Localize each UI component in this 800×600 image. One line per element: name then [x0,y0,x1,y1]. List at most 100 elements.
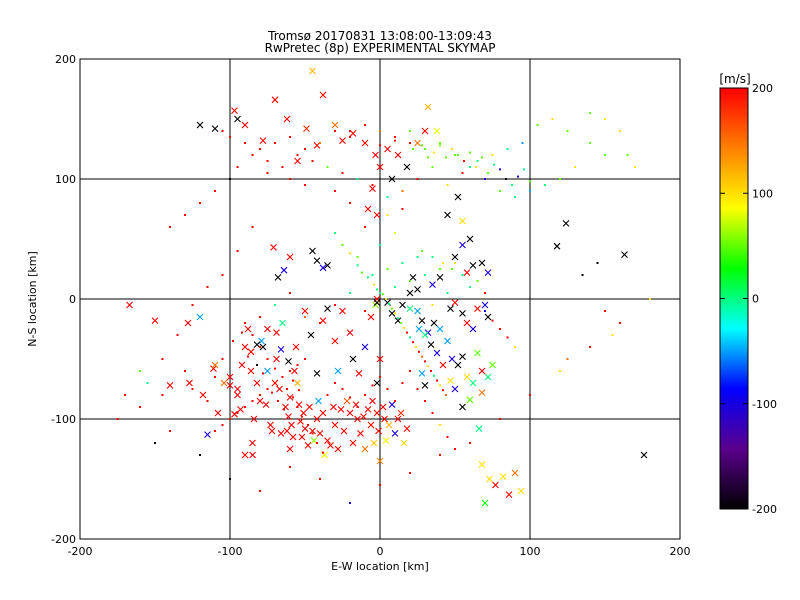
data-point-x [394,415,402,423]
data-point-dot [379,484,381,486]
data-point-x [385,421,393,429]
data-point-dot [457,154,459,156]
data-point-dot [491,319,494,322]
data-point-x [492,481,499,489]
data-point-dot [439,144,441,147]
data-point-x [324,305,331,312]
data-point-dot [259,316,261,318]
data-point-dot [412,341,414,344]
data-point-dot [364,142,366,144]
data-point-x [489,361,496,369]
data-point-dot [406,331,408,334]
data-point-x [373,299,381,306]
data-point-dot [493,163,495,166]
data-point-dot [349,252,351,255]
data-point-dot [536,124,539,126]
data-point-x [370,439,378,447]
data-point-dot [386,196,389,198]
data-point-dot [469,442,471,444]
data-point-x [621,251,628,258]
data-point-x [241,451,249,459]
data-point-dot [559,178,561,180]
x-axis-label: E-W location [km] [331,560,429,573]
data-point-x [334,445,342,453]
data-point-x [316,430,324,437]
data-point-x [388,310,396,317]
data-point-dot [214,430,216,432]
data-point-x [372,151,379,159]
y-axis-label: N-S location [km] [26,251,39,347]
data-point-dot [445,394,447,396]
data-point-dot [161,358,164,360]
data-point-dot [244,406,246,408]
data-point-dot [311,432,314,435]
data-point-x [298,433,306,441]
data-point-dot [364,226,366,228]
data-point-dot [341,388,344,390]
data-point-dot [382,293,384,296]
data-point-x [256,397,264,405]
data-point-dot [292,396,294,399]
data-point-dot [514,346,516,348]
data-point-dot [266,358,269,360]
data-point-x [258,337,265,345]
data-point-x [481,499,489,507]
data-point-dot [574,166,576,168]
data-point-dot [334,190,336,192]
data-point-x [264,325,271,333]
data-point-x [562,220,570,227]
data-point-x [414,307,421,315]
data-point-dot [589,142,591,144]
data-point-x [300,409,307,417]
data-point-x [238,361,246,369]
data-point-x [315,397,322,405]
data-point-dot [146,382,149,384]
data-point-x [199,391,207,399]
data-point-x [307,331,315,339]
data-point-x [226,382,234,389]
data-point-dot [274,382,276,384]
x-tick-label: 100 [520,545,541,558]
data-point-dot [634,166,636,168]
data-point-x [126,301,133,309]
data-point-dot [427,365,429,368]
data-point-dot [476,160,479,162]
data-point-dot [400,322,402,324]
data-point-x [346,329,354,336]
colorbar-label: [m/s] [719,72,750,86]
data-point-x [166,382,174,389]
data-point-dot [431,304,434,306]
data-point-dot [421,250,423,252]
data-point-x [511,469,519,477]
data-point-dot [266,160,269,162]
data-point-x [478,461,486,468]
data-point-x [301,425,309,432]
data-point-x [234,385,241,393]
data-point-dot [409,370,411,372]
colorbar-tick-label: -200 [752,503,777,516]
data-point-dot [415,346,417,348]
data-point-dot [292,379,294,382]
data-point-dot [371,274,374,276]
data-point-dot [289,178,291,180]
data-point-dot [326,166,329,168]
data-point-x [360,413,367,420]
x-axis: -200 -100 0 100 200 [68,59,691,558]
data-point-x [505,491,513,498]
chart-title: Tromsø 20170831 13:08:00-13:09:43 [267,29,492,43]
data-point-x [211,361,219,369]
data-point-x [367,421,375,429]
data-point-dot [484,292,486,294]
data-point-dot [379,292,381,294]
data-point-dot [409,130,411,132]
data-point-x [367,313,375,321]
data-point-dot [424,148,426,150]
data-point-dot [446,184,449,186]
data-point-x [400,439,408,447]
data-point-dot [529,190,531,192]
data-point-dot [311,160,314,162]
data-point-dot [517,175,519,178]
data-point-dot [289,136,291,138]
data-point-x [279,319,286,327]
data-point-x [340,427,348,435]
